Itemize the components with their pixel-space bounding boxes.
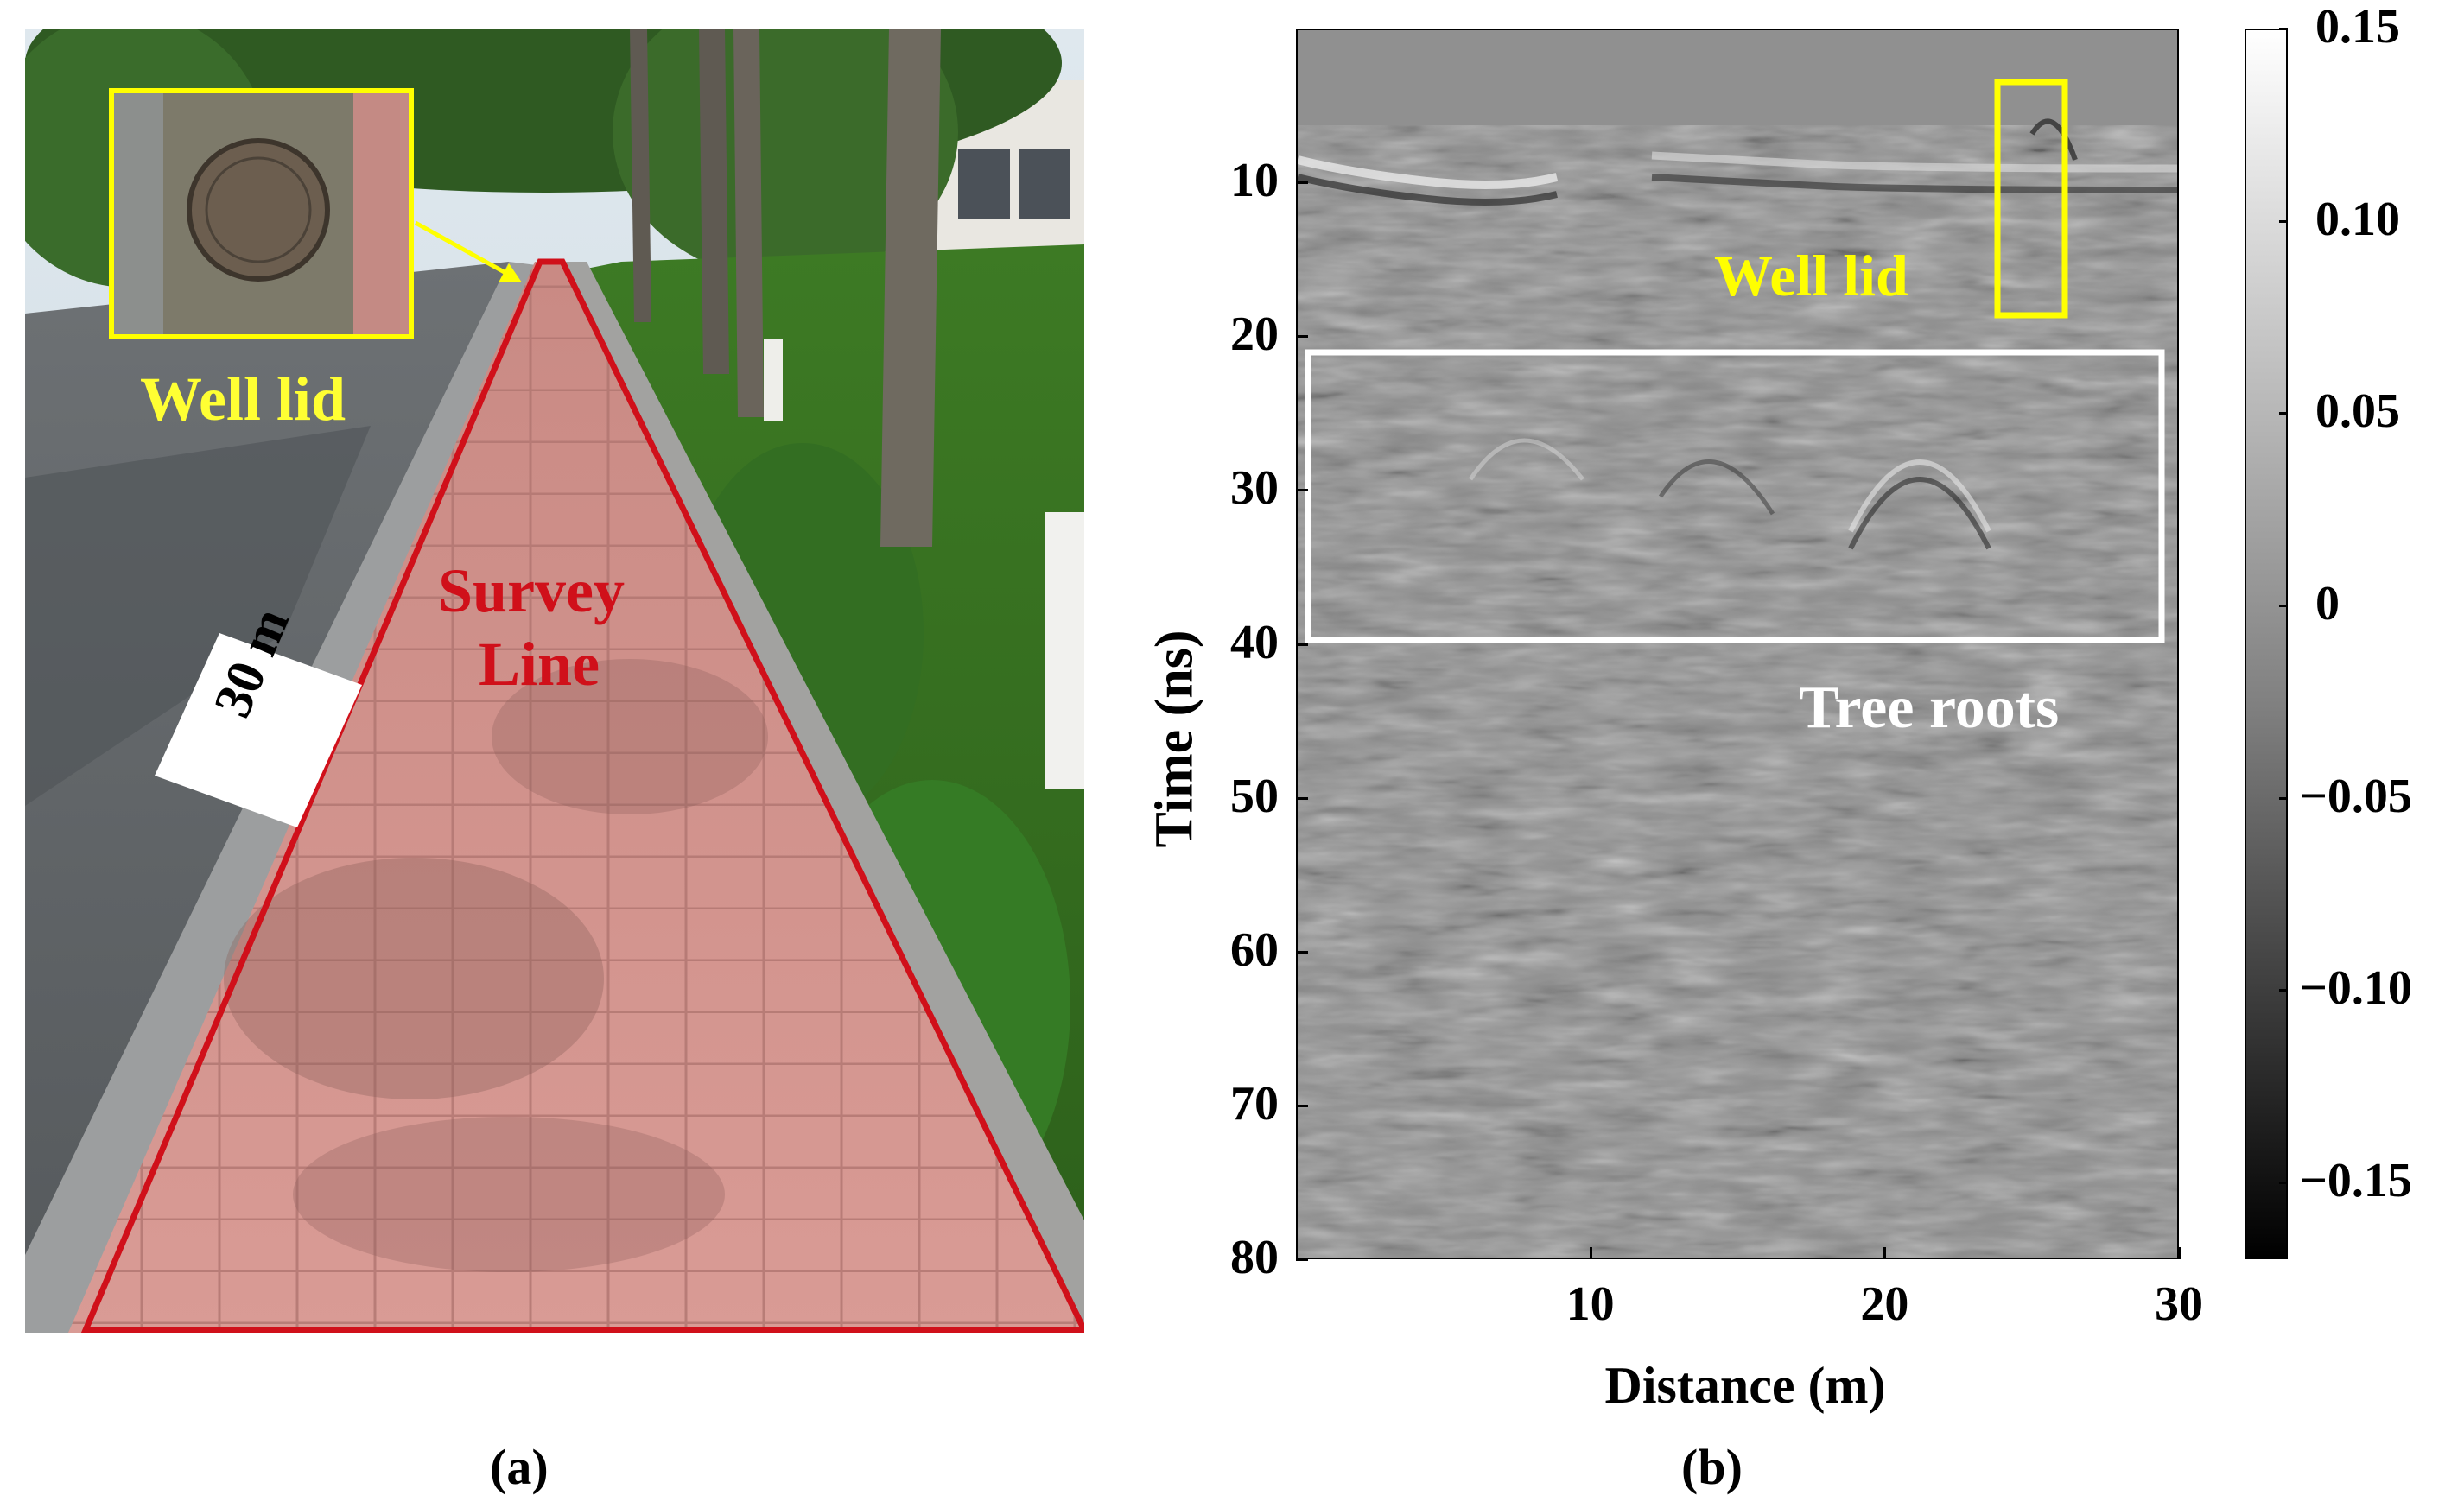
survey-photo: Well lid Survey Line 30 m (25, 29, 1084, 1333)
colorbar-tick-mark (2279, 796, 2288, 800)
y-tick-mark (1296, 1104, 1308, 1107)
survey-label-line1: Survey (438, 556, 625, 625)
colorbar-tick-mark (2279, 604, 2288, 607)
colorbar-tick-label: 0.15 (2315, 0, 2400, 54)
colorbar-tick-label: 0.10 (2315, 192, 2400, 246)
tree-roots-label: Tree roots (1799, 675, 2060, 741)
y-tick-label: 70 (1230, 1076, 1279, 1131)
radargram-image (1296, 30, 2178, 1258)
radar-well-lid-label: Well lid (1714, 243, 1908, 308)
y-tick-mark (1296, 1258, 1308, 1261)
colorbar-tick-mark (2279, 989, 2288, 992)
distance-label-box (155, 633, 362, 827)
x-tick-mark (2178, 1247, 2181, 1259)
colorbar-tick-label: −0.05 (2300, 769, 2412, 823)
tree-roots-box (1305, 349, 2165, 643)
well-lid-icon (187, 138, 330, 282)
y-tick-label: 60 (1230, 922, 1279, 977)
y-tick-label: 10 (1230, 154, 1279, 208)
y-tick-label: 40 (1230, 615, 1279, 669)
y-tick-mark (1296, 643, 1308, 646)
survey-line-outline (80, 258, 1084, 1333)
colorbar-tick-mark (2279, 28, 2288, 30)
caption-b: (b) (1681, 1439, 1743, 1495)
y-tick-label: 50 (1230, 769, 1279, 823)
radargram-plot: Well lid Tree roots (1296, 29, 2179, 1259)
x-tick-mark (1589, 1247, 1592, 1259)
y-tick-mark (1296, 489, 1308, 492)
y-tick-label: 20 (1230, 307, 1279, 362)
colorbar (2245, 29, 2288, 1259)
survey-label-line2: Line (479, 630, 600, 699)
x-tick-label: 10 (1565, 1277, 1615, 1331)
inset-well-lid-label: Well lid (140, 364, 346, 434)
colorbar-tick-label: 0 (2315, 576, 2340, 630)
survey-photo-drawing (25, 29, 1084, 1333)
y-tick-label: 80 (1230, 1231, 1279, 1284)
y-tick-label: 30 (1230, 461, 1279, 516)
colorbar-tick-mark (2279, 412, 2288, 415)
colorbar-tick-mark (2279, 219, 2288, 223)
x-tick-mark (1883, 1247, 1887, 1259)
x-tick-label: 20 (1860, 1277, 1909, 1331)
y-tick-mark (1296, 181, 1308, 185)
y-tick-mark (1296, 335, 1308, 339)
y-tick-mark (1296, 796, 1308, 800)
y-axis-label: Time (ns) (1145, 630, 1204, 848)
x-tick-label: 30 (2155, 1277, 2203, 1331)
well-lid-arrow (414, 220, 511, 277)
colorbar-tick-label: −0.10 (2300, 961, 2412, 1016)
well-lid-box (1994, 79, 2068, 319)
colorbar-tick-label: 0.05 (2315, 384, 2400, 439)
x-axis-label: Distance (m) (1604, 1357, 1886, 1414)
y-tick-mark (1296, 950, 1308, 954)
colorbar-tick-label: −0.15 (2300, 1153, 2412, 1207)
colorbar-tick-mark (2279, 1181, 2288, 1184)
caption-a: (a) (490, 1439, 549, 1495)
